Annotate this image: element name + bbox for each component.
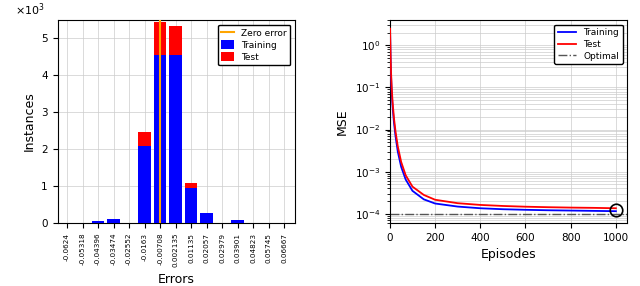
Test [397, 160, 405, 164]
Test [392, 130, 399, 133]
Bar [200, 213, 213, 223]
Training [522, 208, 529, 212]
Training [499, 208, 507, 211]
Test [431, 198, 439, 201]
Bar [92, 221, 104, 223]
Training [388, 90, 396, 93]
Training [544, 208, 552, 212]
Bar [108, 219, 120, 223]
Test [388, 86, 396, 89]
Bar [170, 26, 182, 55]
Bar [232, 220, 244, 223]
Training [402, 178, 410, 181]
Test [420, 193, 428, 197]
Training [397, 165, 405, 168]
Training [476, 206, 484, 210]
Bar [154, 55, 166, 223]
Text: $\times10^3$: $\times10^3$ [15, 1, 45, 18]
Test [387, 53, 394, 56]
Test [388, 100, 396, 104]
Test [408, 185, 416, 188]
Test [589, 206, 597, 210]
Training [390, 120, 398, 124]
Test [567, 206, 575, 209]
Bar [185, 183, 198, 188]
Test [499, 204, 507, 208]
Zero error [156, 221, 164, 225]
Test [394, 145, 402, 148]
Legend: Zero error, Training, Test: Zero error, Training, Test [218, 25, 291, 65]
Training [567, 209, 575, 212]
Training [392, 134, 399, 138]
Training [589, 209, 597, 212]
Training [388, 105, 396, 108]
Optimal [386, 212, 394, 215]
Y-axis label: Instances: Instances [22, 92, 36, 151]
Test [387, 40, 394, 44]
Training [454, 205, 461, 208]
Training [387, 73, 395, 76]
Training [431, 202, 439, 205]
Line: Training: Training [390, 33, 616, 211]
Test [387, 27, 394, 30]
Test [390, 116, 398, 120]
Training [408, 189, 416, 192]
Training [387, 56, 394, 60]
Test [387, 69, 395, 72]
Bar [138, 146, 151, 223]
Test [402, 174, 410, 177]
Training [420, 198, 428, 201]
X-axis label: Episodes: Episodes [481, 248, 536, 261]
Test [454, 201, 461, 205]
Test [522, 205, 529, 208]
Training [612, 209, 620, 213]
Bar [185, 188, 198, 223]
Zero error [156, 221, 164, 225]
Y-axis label: MSE: MSE [336, 108, 349, 135]
Training [387, 31, 394, 34]
Training [387, 44, 394, 47]
Line: Test: Test [390, 29, 616, 208]
Test [544, 205, 552, 209]
Test [476, 203, 484, 207]
Bar [138, 132, 151, 146]
Optimal [387, 212, 394, 215]
Bar [170, 55, 182, 223]
Legend: Training, Test, Optimal: Training, Test, Optimal [554, 25, 623, 64]
Test [612, 206, 620, 210]
Training [394, 150, 402, 153]
Bar [154, 22, 166, 55]
X-axis label: Errors: Errors [158, 273, 195, 286]
